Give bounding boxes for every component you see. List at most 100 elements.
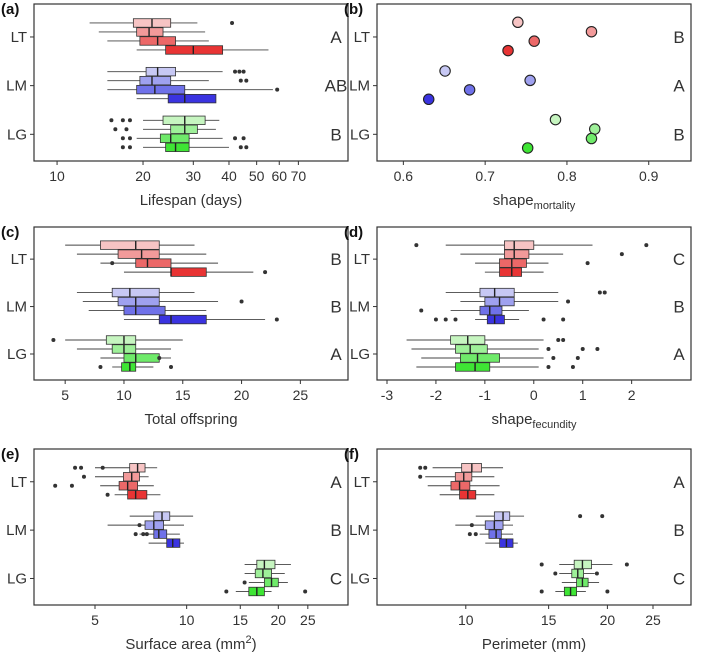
outlier-point bbox=[566, 299, 571, 304]
outlier-point bbox=[644, 243, 649, 248]
outlier-point bbox=[274, 317, 279, 322]
outlier-point bbox=[551, 355, 556, 360]
outlier-point bbox=[133, 532, 138, 537]
boxplot-LM-4 bbox=[136, 93, 217, 104]
panel-label: (a) bbox=[1, 1, 19, 18]
iqr-box bbox=[159, 133, 190, 143]
outlier-point bbox=[241, 69, 246, 74]
significance-label: A bbox=[330, 28, 342, 47]
boxplot-LG-3 bbox=[100, 353, 172, 363]
outlier-point bbox=[570, 364, 575, 369]
x-tick-label: 10 bbox=[458, 612, 474, 628]
boxplot-LM-4 bbox=[123, 314, 279, 325]
outlier-point bbox=[224, 589, 229, 594]
boxplot-LG-2 bbox=[76, 344, 172, 354]
group-label-LM: LM bbox=[349, 78, 370, 95]
x-tick-label: 70 bbox=[291, 168, 307, 184]
outlier-point bbox=[469, 523, 474, 528]
outlier-point bbox=[230, 20, 235, 25]
x-axis-title: Total offspring bbox=[144, 411, 237, 428]
x-tick-label: 20 bbox=[135, 168, 151, 184]
x-axis-title: shapemortality bbox=[493, 192, 576, 212]
significance-label: A bbox=[673, 345, 685, 364]
iqr-box bbox=[488, 529, 502, 539]
outlier-point bbox=[553, 571, 558, 576]
iqr-box bbox=[117, 249, 160, 259]
boxplot-LT-3 bbox=[427, 481, 500, 491]
boxplot-LM-3 bbox=[133, 529, 180, 539]
iqr-box bbox=[123, 353, 160, 363]
group-label-LT: LT bbox=[354, 251, 370, 268]
iqr-box bbox=[504, 249, 530, 259]
x-tick-label: 2 bbox=[628, 387, 636, 403]
group-label-LT: LT bbox=[11, 474, 27, 491]
outlier-point bbox=[233, 136, 238, 141]
group-label-LM: LM bbox=[6, 78, 27, 95]
outlier-point bbox=[419, 308, 424, 313]
iqr-box bbox=[455, 344, 488, 354]
iqr-box bbox=[123, 305, 166, 316]
significance-label: A bbox=[330, 473, 342, 492]
boxplot-LT-2 bbox=[98, 27, 206, 37]
plot-frame bbox=[376, 448, 692, 606]
outlier-point bbox=[624, 562, 629, 567]
x-tick-label: 1 bbox=[579, 387, 587, 403]
outlier-point bbox=[414, 243, 419, 248]
boxplot-LG-4 bbox=[416, 362, 575, 372]
group-label-LG: LG bbox=[7, 570, 27, 587]
iqr-box bbox=[165, 142, 190, 152]
outlier-point bbox=[605, 589, 610, 594]
significance-label: C bbox=[330, 569, 342, 588]
significance-label: B bbox=[673, 521, 684, 540]
outlier-point bbox=[120, 136, 125, 141]
iqr-box bbox=[158, 314, 207, 325]
panel-f: (f) LT A LM B LG C 10 15 20 25 Perimeter (mm) bbox=[344, 446, 692, 653]
group-label-LG: LG bbox=[350, 346, 370, 363]
boxplot-LG-4 bbox=[224, 586, 308, 597]
iqr-box bbox=[486, 314, 505, 325]
point-LM bbox=[524, 74, 536, 87]
boxplot-LT-2 bbox=[418, 472, 495, 482]
outlier-point bbox=[244, 145, 249, 150]
outlier-point bbox=[303, 589, 308, 594]
outlier-point bbox=[602, 290, 607, 295]
significance-label: AB bbox=[325, 77, 348, 96]
group-label-LG: LG bbox=[7, 126, 27, 143]
boxplot-LG-3 bbox=[120, 133, 246, 143]
outlier-point bbox=[473, 532, 478, 537]
outlier-point bbox=[539, 589, 544, 594]
outlier-point bbox=[120, 145, 125, 150]
panel-label: (e) bbox=[1, 446, 19, 463]
boxplot-LT-1 bbox=[65, 240, 195, 250]
boxplot-LT-1 bbox=[414, 240, 649, 250]
boxplot-LM-4 bbox=[485, 538, 518, 548]
outlier-point bbox=[580, 346, 585, 351]
outlier-point bbox=[546, 364, 551, 369]
boxplot-LM-1 bbox=[76, 287, 195, 298]
significance-label: C bbox=[673, 250, 685, 269]
outlier-point bbox=[81, 474, 86, 479]
iqr-box bbox=[165, 45, 224, 55]
iqr-box bbox=[450, 481, 471, 491]
boxplot-LM-1 bbox=[107, 66, 246, 77]
outlier-point bbox=[137, 523, 142, 528]
significance-label: B bbox=[673, 28, 684, 47]
point-LM bbox=[422, 93, 435, 106]
panel-label: (b) bbox=[344, 1, 363, 18]
iqr-box bbox=[479, 305, 503, 316]
boxplot-LT-1 bbox=[89, 18, 235, 28]
boxplot-LM-3 bbox=[107, 84, 280, 95]
x-tick-label: -3 bbox=[381, 387, 394, 403]
outlier-point bbox=[169, 364, 174, 369]
outlier-point bbox=[98, 364, 103, 369]
boxplot-LT-1 bbox=[418, 463, 504, 473]
outlier-point bbox=[418, 474, 423, 479]
iqr-box bbox=[117, 296, 160, 307]
outlier-point bbox=[239, 299, 244, 304]
point-LT bbox=[502, 44, 514, 57]
iqr-box bbox=[170, 124, 198, 134]
iqr-box bbox=[479, 287, 515, 298]
outlier-point bbox=[600, 514, 605, 519]
outlier-point bbox=[556, 337, 561, 342]
